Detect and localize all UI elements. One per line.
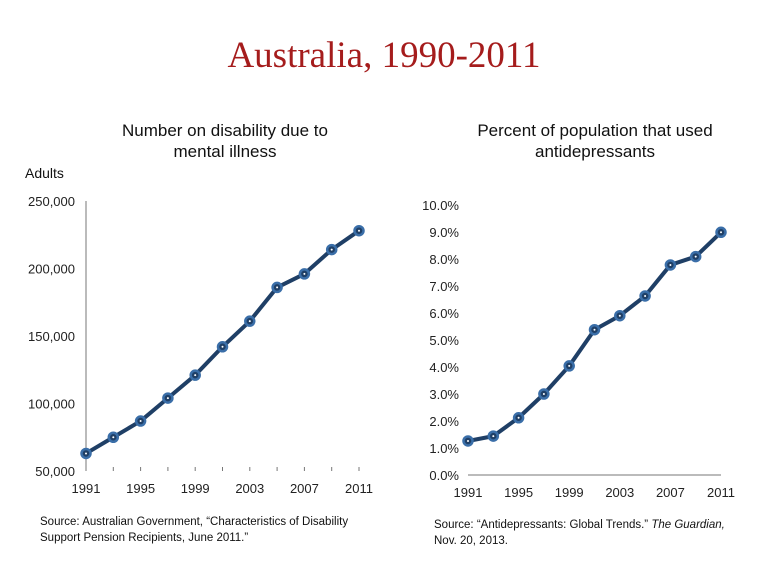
chart-title-line: Number on disability due to <box>121 121 328 140</box>
source-line: Source: “Antidepressants: Global Trends.… <box>434 517 725 533</box>
y-tick-label: 50,000 <box>35 464 75 479</box>
data-point-center <box>166 397 169 400</box>
source-line: Nov. 20, 2013. <box>434 535 508 547</box>
x-tick-label: 1999 <box>181 481 210 496</box>
series-line <box>467 230 723 443</box>
data-point-center <box>112 436 115 439</box>
y-tick-label: 200,000 <box>28 262 75 277</box>
x-tick-label: 1999 <box>555 485 584 500</box>
y-tick-label: 250,000 <box>28 194 75 209</box>
data-point-center <box>358 229 360 232</box>
data-point-center <box>720 231 722 234</box>
data-point-center <box>467 439 469 442</box>
x-tick-label: 2007 <box>656 485 685 500</box>
data-point-center <box>669 263 672 266</box>
x-tick-label: 2003 <box>235 481 264 496</box>
y-tick-label: 8.0% <box>429 252 459 267</box>
chart-1: 0.0% 1.0% 2.0% 3.0% 4.0% 5.0% 6.0% 7.0% 8.0% 9.0%… <box>422 198 735 500</box>
x-tick-label: 1995 <box>504 485 533 500</box>
x-tick-label: 2011 <box>345 481 373 496</box>
data-point-center <box>221 345 224 348</box>
source-publication: The Guardian, <box>651 519 725 531</box>
data-point-center <box>568 364 571 367</box>
data-point-center <box>593 328 596 331</box>
y-tick-label: 2.0% <box>429 414 459 429</box>
data-point-center <box>517 416 520 419</box>
data-point-center <box>618 314 621 317</box>
data-point-center <box>248 320 251 323</box>
x-tick-label: 2011 <box>707 485 735 500</box>
y-axis-label-left: Adults <box>25 165 64 181</box>
source-line: Source: Australian Government, “Characte… <box>40 516 349 528</box>
chart-0: 50,000 100,000 150,000 200,000 250,000 1991 19… <box>28 194 373 496</box>
source-left: Source: Australian Government, “Characte… <box>40 514 348 546</box>
chart-title-left: Number on disability due to mental illne… <box>60 120 390 162</box>
y-tick-label: 1.0% <box>429 441 459 456</box>
y-tick-label: 10.0% <box>422 198 459 213</box>
x-tick-label: 1991 <box>72 481 101 496</box>
y-tick-label: 4.0% <box>429 360 459 375</box>
data-point-center <box>492 435 495 438</box>
y-tick-label: 5.0% <box>429 333 459 348</box>
source-line: Support Pension Recipients, June 2011.” <box>40 532 249 544</box>
x-tick-label: 2007 <box>290 481 319 496</box>
source-text: Source: “Antidepressants: Global Trends.… <box>434 519 652 531</box>
data-point-center <box>139 420 142 423</box>
chart-title-line: Percent of population that used <box>477 121 713 140</box>
y-tick-label: 7.0% <box>429 279 459 294</box>
x-tick-label: 2003 <box>605 485 634 500</box>
data-point-center <box>303 272 306 275</box>
x-tick-label: 1995 <box>126 481 155 496</box>
y-tick-label: 0.0% <box>429 468 459 483</box>
y-tick-label: 6.0% <box>429 306 459 321</box>
y-tick-label: 9.0% <box>429 225 459 240</box>
data-point-center <box>694 255 697 258</box>
chart-title-right: Percent of population that used antidepr… <box>430 120 760 162</box>
data-point-center <box>85 452 87 455</box>
data-point-center <box>276 286 279 289</box>
chart-title-line: antidepressants <box>534 142 656 161</box>
slide-title: Australia, 1990-2011 <box>227 35 541 76</box>
data-point-center <box>194 374 197 377</box>
y-tick-label: 3.0% <box>429 387 459 402</box>
data-point-center <box>542 393 545 395</box>
data-point-center <box>644 294 647 297</box>
source-right: Source: “Antidepressants: Global Trends.… <box>434 517 725 549</box>
y-tick-label: 100,000 <box>28 397 75 412</box>
chart-title-line: mental illness <box>173 142 277 161</box>
y-tick-label: 150,000 <box>28 329 75 344</box>
x-tick-label: 1991 <box>454 485 483 500</box>
data-point-center <box>330 248 333 251</box>
